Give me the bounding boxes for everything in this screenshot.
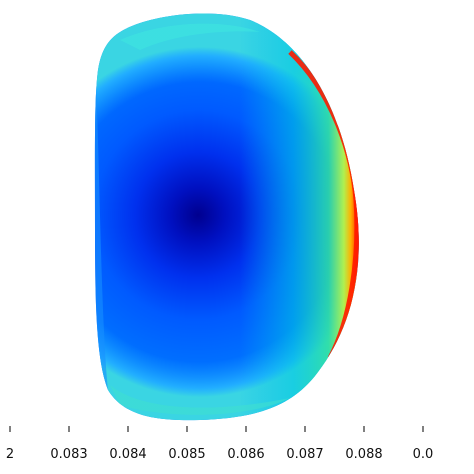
x-tick-label: 0.083 xyxy=(50,447,87,462)
x-tick-label: 0.087 xyxy=(286,447,323,462)
x-tick-label: 0.084 xyxy=(109,447,146,462)
heatmap-left-edge xyxy=(94,60,108,392)
x-tick-label: 0.085 xyxy=(168,447,205,462)
heatmap-bottom-band xyxy=(110,385,290,415)
x-tick-label: 0.086 xyxy=(227,447,264,462)
x-axis: 2 0.083 0.084 0.085 0.086 0.087 0.088 0.0 xyxy=(6,426,433,462)
x-tick-label: 2 xyxy=(6,447,14,462)
x-tick-label: 0.088 xyxy=(345,447,382,462)
heatmap-top-band xyxy=(120,23,260,50)
x-tick-label: 0.0 xyxy=(413,447,434,462)
